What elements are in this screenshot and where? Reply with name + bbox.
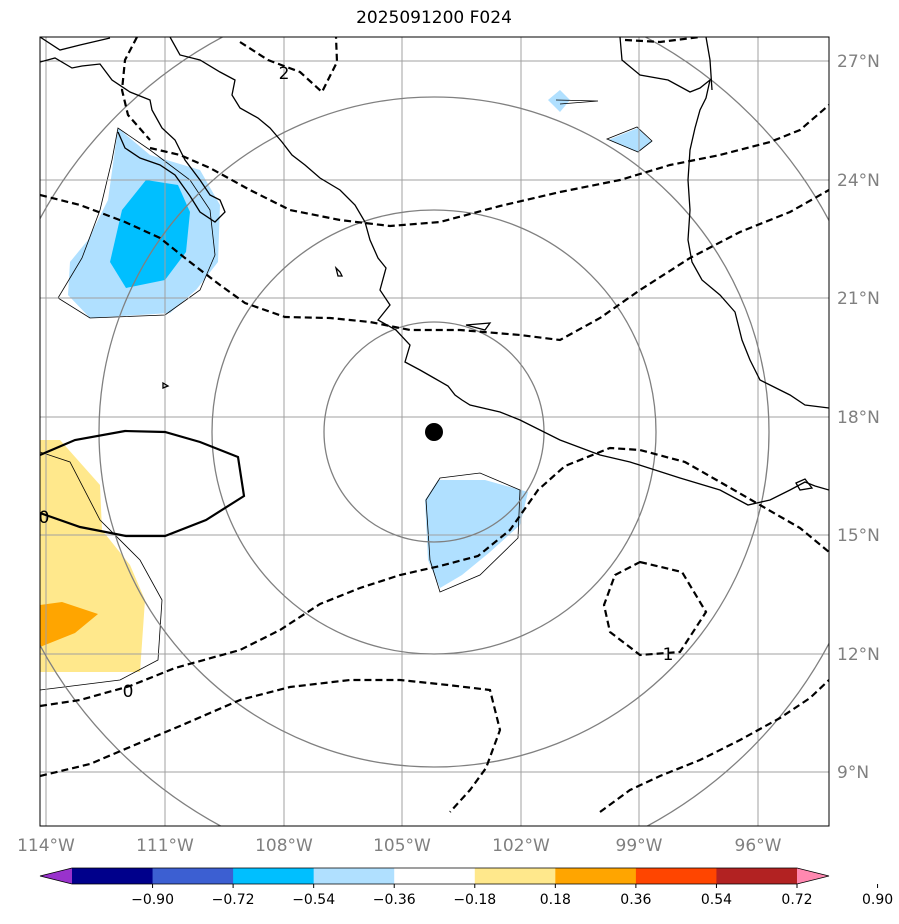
colorbar-segment [635, 868, 717, 884]
lon-label: 102°W [492, 836, 550, 856]
lat-label: 24°N [837, 171, 880, 191]
lat-label: 15°N [837, 526, 880, 546]
lon-label: 105°W [373, 836, 431, 856]
colorbar-outline [39, 867, 830, 885]
colorbar-tick-label: 0.54 [701, 892, 732, 908]
lon-label: 99°W [616, 836, 663, 856]
range-rings [40, 37, 829, 826]
colorbar-extend-high [797, 868, 829, 884]
colorbar: −0.90 −0.72 −0.54 −0.36 −0.18 0.18 0.36 0.54 0.7… [39, 867, 893, 908]
contour-label: 2 [279, 64, 290, 84]
anomaly-outline [555, 99, 599, 105]
negative-anomaly-small-north [548, 90, 570, 112]
positive-anomaly-dark-west [40, 602, 98, 647]
lon-label: 111°W [136, 836, 194, 856]
negative-anomaly-small-northeast [608, 128, 652, 152]
colorbar-segment [474, 868, 556, 884]
colorbar-segment [394, 868, 476, 884]
colorbar-tick-label: −0.54 [292, 892, 335, 908]
colorbar-tick-label: 0.18 [540, 892, 571, 908]
lat-label: 9°N [837, 763, 869, 783]
lat-label: 12°N [837, 645, 880, 665]
colorbar-segment [716, 868, 798, 884]
lat-label: 21°N [837, 289, 880, 309]
lon-label: 96°W [735, 836, 782, 856]
contour-label: 0 [39, 508, 50, 528]
colorbar-segment [152, 868, 234, 884]
colorbar-segment [313, 868, 395, 884]
map-title: 2025091200 F024 [356, 8, 512, 28]
contour-label: 1 [663, 645, 674, 665]
colorbar-segment [555, 868, 637, 884]
map-frame [39, 36, 830, 827]
lat-label: 27°N [837, 52, 880, 72]
colorbar-tick-label: −0.18 [453, 892, 496, 908]
lon-label: 114°W [17, 836, 75, 856]
colorbar-extend-low [40, 868, 72, 884]
colorbar-segment [72, 868, 154, 884]
storm-center-marker [425, 423, 443, 441]
lon-label: 108°W [255, 836, 313, 856]
anomaly-outline [40, 451, 163, 691]
colorbar-tick-label: 0.90 [862, 892, 893, 908]
zero-contour-solid [40, 429, 246, 538]
colorbar-tick-label: −0.36 [373, 892, 416, 908]
colorbar-segment [233, 868, 315, 884]
lat-label: 18°N [837, 408, 880, 428]
colorbar-tick-label: 0.72 [781, 892, 812, 908]
dashed-contours [40, 37, 829, 813]
negative-anomaly-dark-west [110, 180, 190, 288]
colorbar-tick-label: −0.90 [131, 892, 174, 908]
anomaly-outline [605, 126, 653, 153]
colorbar-tick-label: 0.36 [620, 892, 651, 908]
colorbar-tick-label: −0.72 [212, 892, 255, 908]
contour-label: 0 [123, 682, 134, 702]
anomaly-outline [425, 472, 521, 593]
